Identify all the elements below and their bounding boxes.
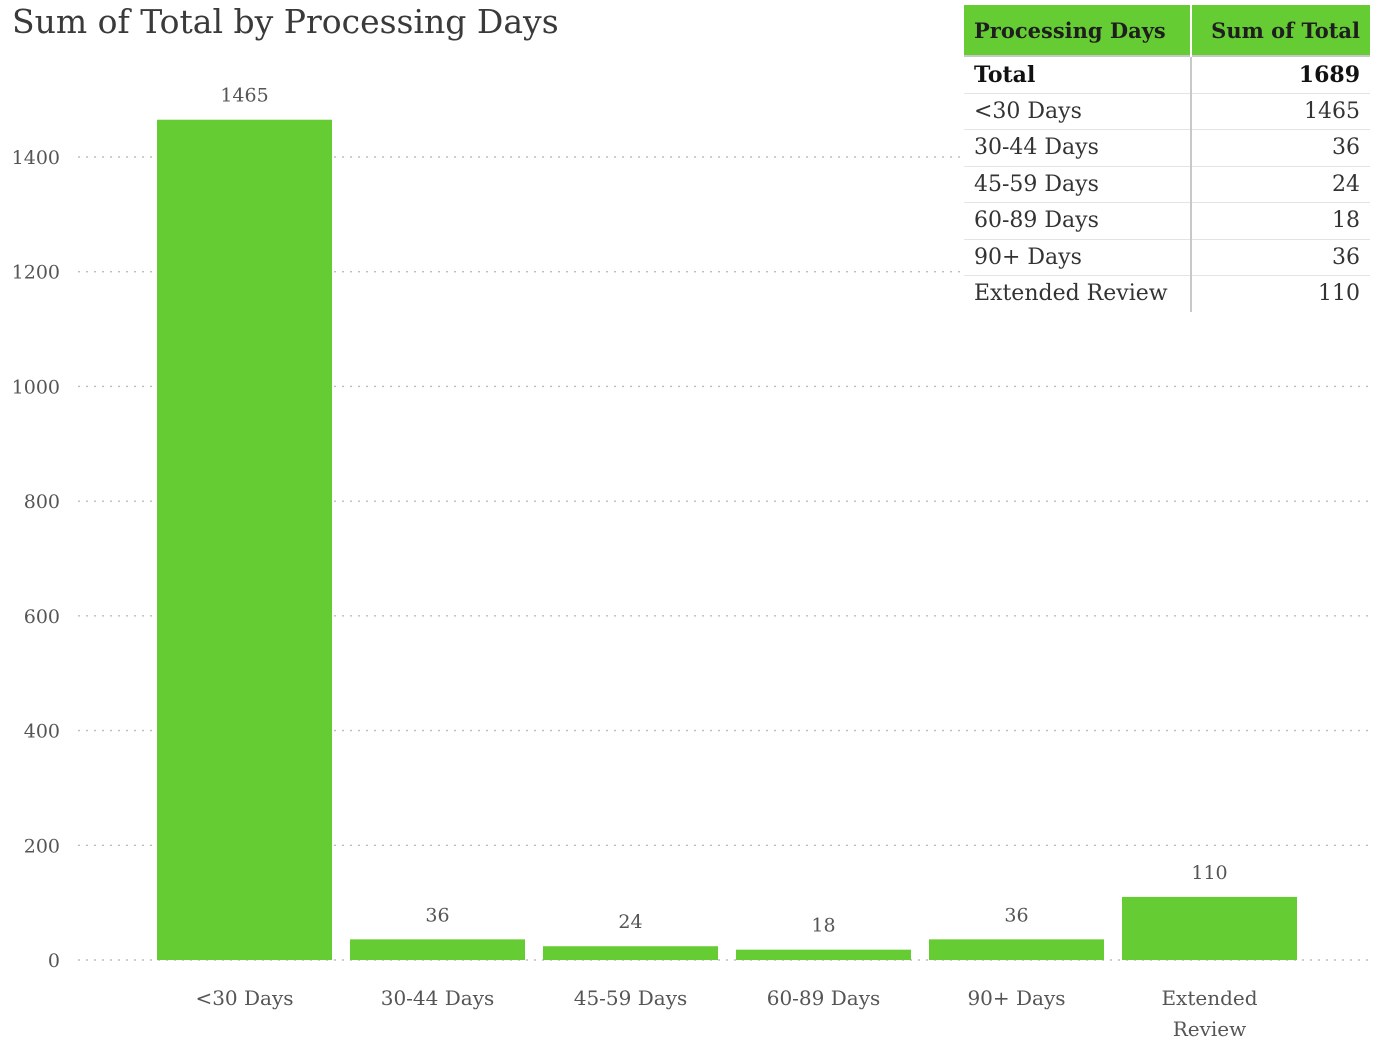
table-row: Extended Review 110 (964, 275, 1370, 312)
data-label: 18 (811, 915, 835, 937)
bar[interactable] (736, 949, 911, 960)
table-row: 60-89 Days 18 (964, 202, 1370, 240)
x-tick-label: <30 Days (195, 986, 293, 1010)
row-value: 110 (1318, 281, 1360, 307)
data-label: 1465 (220, 85, 268, 107)
y-tick-label: 800 (24, 491, 60, 513)
x-tick-label: 30-44 Days (381, 986, 495, 1010)
bars (157, 119, 1297, 961)
y-tick-label: 1000 (12, 376, 60, 398)
row-value: 18 (1190, 202, 1370, 240)
bar[interactable] (1122, 896, 1297, 960)
y-tick-label: 400 (24, 721, 60, 743)
bar[interactable] (157, 119, 332, 961)
row-value: 1465 (1190, 93, 1370, 130)
table-row: 45-59 Days 24 (964, 166, 1370, 203)
total-value: 1689 (1190, 55, 1370, 94)
y-tick-label: 1200 (12, 262, 60, 284)
data-label: 36 (1004, 904, 1028, 926)
data-label: 24 (618, 911, 642, 933)
bar[interactable] (350, 939, 525, 960)
summary-table: Processing Days Sum of Total Total 1689 … (964, 5, 1370, 312)
header-sum-of-total[interactable]: Sum of Total (1190, 5, 1370, 56)
x-tick-label: Extended Review (1161, 986, 1257, 1041)
row-label: 30-44 Days (964, 129, 1192, 167)
table-total-row: Total 1689 (964, 55, 1370, 94)
row-value: 24 (1190, 166, 1370, 203)
x-axis-ticks: <30 Days 30-44 Days 45-59 Days 60-89 Days 90… (195, 986, 1257, 1041)
row-value: 36 (1190, 239, 1370, 276)
table-row: <30 Days 1465 (964, 93, 1370, 130)
data-label: 36 (425, 904, 449, 926)
table-row: 30-44 Days 36 (964, 129, 1370, 167)
bar[interactable] (929, 939, 1104, 960)
total-label: Total (964, 55, 1192, 94)
data-labels: 1465 36 24 18 36 110 (220, 85, 1227, 937)
data-label: 110 (1191, 862, 1227, 884)
table-header-row: Processing Days Sum of Total (964, 5, 1370, 56)
row-label: 45-59 Days (964, 166, 1192, 203)
row-value: 36 (1190, 129, 1370, 167)
y-tick-label: 1400 (12, 147, 60, 169)
y-tick-label: 200 (24, 835, 60, 857)
header-processing-days[interactable]: Processing Days (964, 5, 1192, 56)
row-label: Extended Review (964, 275, 1192, 312)
x-tick-label: 60-89 Days (767, 986, 881, 1010)
y-axis-ticks: 0 200 400 600 800 1000 1200 1400 (12, 147, 60, 972)
bar[interactable] (543, 946, 718, 960)
row-label: <30 Days (964, 93, 1192, 130)
row-label: 90+ Days (964, 239, 1192, 276)
chart-title: Sum of Total by Processing Days (12, 2, 559, 41)
y-tick-label: 0 (48, 950, 60, 972)
x-tick-label: 45-59 Days (574, 986, 688, 1010)
row-label: 60-89 Days (964, 202, 1192, 240)
y-tick-label: 600 (24, 606, 60, 628)
table-row: 90+ Days 36 (964, 239, 1370, 276)
x-tick-label: 90+ Days (967, 986, 1065, 1010)
